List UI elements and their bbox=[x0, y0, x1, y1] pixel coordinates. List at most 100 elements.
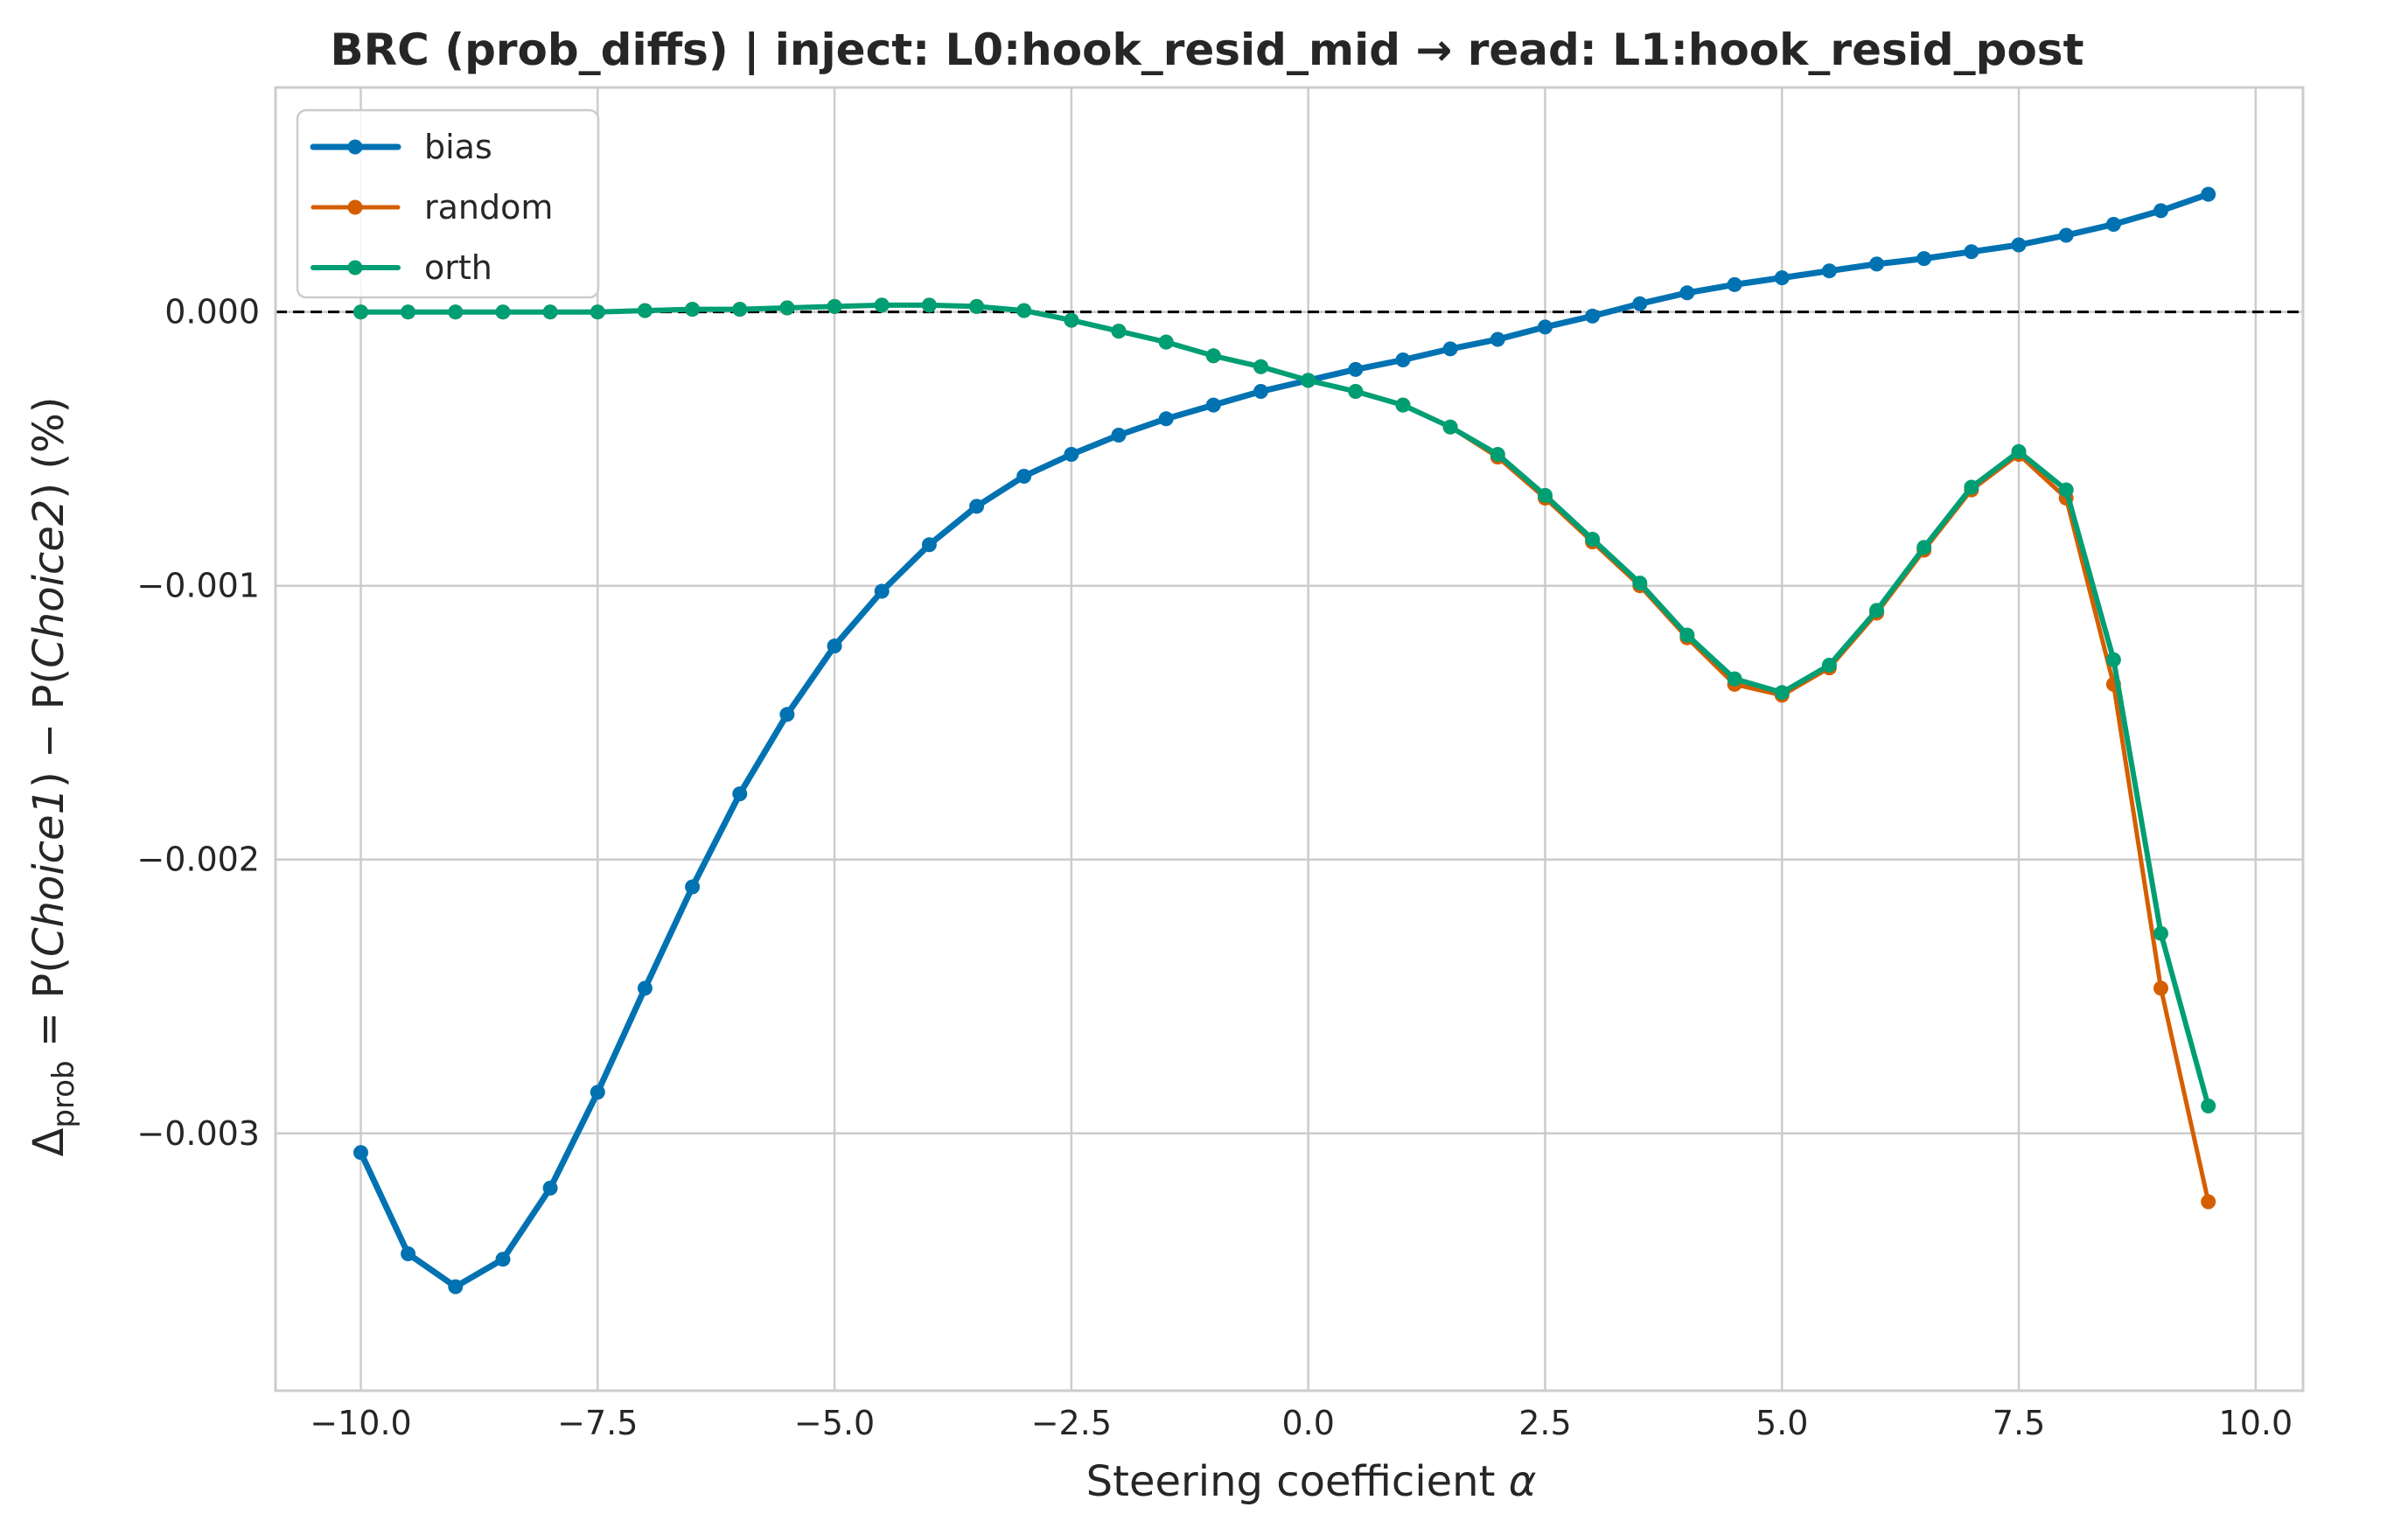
legend-label: bias bbox=[424, 128, 492, 166]
series-line-bias bbox=[358, 191, 2212, 1290]
data-point-bias bbox=[1205, 397, 1221, 413]
data-point-bias bbox=[1869, 256, 1885, 272]
data-point-orth bbox=[1585, 532, 1601, 547]
y-axis-label-subscript: prob bbox=[46, 1060, 81, 1127]
data-point-orth bbox=[1205, 348, 1221, 364]
data-point-orth bbox=[590, 304, 605, 320]
data-point-orth bbox=[448, 304, 464, 320]
data-point-bias bbox=[2011, 237, 2027, 253]
data-point-orth bbox=[353, 304, 368, 320]
data-point-bias bbox=[1727, 276, 1742, 292]
data-point-bias bbox=[1111, 428, 1127, 443]
data-point-orth bbox=[1158, 334, 1174, 350]
data-point-bias bbox=[1064, 447, 1079, 462]
y-axis-ticks: 0.000 −0.001 −0.002 −0.003 bbox=[136, 293, 260, 1153]
data-point-orth bbox=[1869, 603, 1885, 618]
data-point-orth bbox=[1253, 359, 1268, 374]
data-point-bias bbox=[637, 980, 653, 996]
data-point-bias bbox=[1348, 361, 1364, 377]
y-axis-label: Δprob = P(Choice1) − P(Choice2) (%) bbox=[24, 397, 81, 1157]
chart-title: BRC (prob_diffs) | inject: L0:hook_resid… bbox=[331, 24, 2084, 75]
data-point-orth bbox=[1490, 447, 1505, 462]
data-point-orth bbox=[1442, 419, 1458, 435]
y-axis-label-choice1: Choice1 bbox=[24, 788, 73, 957]
data-point-orth bbox=[1395, 397, 1411, 413]
data-point-bias bbox=[1490, 331, 1505, 347]
data-point-bias bbox=[1774, 270, 1790, 286]
data-point-orth bbox=[401, 304, 416, 320]
data-point-orth bbox=[1632, 576, 1648, 591]
legend-label: orth bbox=[424, 248, 492, 287]
data-point-orth bbox=[779, 300, 795, 316]
data-point-orth bbox=[637, 303, 653, 318]
series-orth bbox=[353, 297, 2216, 1113]
x-tick-label: 10.0 bbox=[2219, 1404, 2293, 1442]
data-point-bias bbox=[1632, 296, 1648, 311]
legend-swatch-marker bbox=[347, 199, 363, 215]
data-point-bias bbox=[921, 537, 937, 553]
data-point-bias bbox=[1158, 411, 1174, 427]
data-point-orth bbox=[1774, 685, 1790, 701]
data-point-orth bbox=[2153, 925, 2168, 941]
y-tick-label: 0.000 bbox=[164, 293, 260, 331]
data-point-orth bbox=[1821, 658, 1837, 673]
x-tick-label: 5.0 bbox=[1755, 1404, 1808, 1442]
x-axis-label-text: Steering coefficient bbox=[1086, 1457, 1509, 1506]
data-point-orth bbox=[2105, 652, 2121, 667]
data-point-orth bbox=[1964, 479, 1979, 495]
x-tick-label: 0.0 bbox=[1281, 1404, 1334, 1442]
data-point-orth bbox=[2201, 1099, 2216, 1113]
x-tick-label: −7.5 bbox=[557, 1404, 638, 1442]
y-tick-label: −0.001 bbox=[136, 567, 260, 605]
legend: bias random orth bbox=[296, 108, 600, 299]
legend-item-orth: orth bbox=[311, 248, 492, 287]
data-point-bias bbox=[495, 1252, 511, 1267]
y-axis-label-delta: Δ bbox=[24, 1127, 73, 1156]
x-axis-label-symbol: α bbox=[1509, 1457, 1537, 1506]
data-point-bias bbox=[2153, 203, 2168, 219]
data-point-bias bbox=[1442, 341, 1458, 357]
data-point-bias bbox=[732, 786, 748, 802]
x-axis-ticks: −10.0 −7.5 −5.0 −2.5 0.0 2.5 5.0 7.5 10.0 bbox=[310, 1404, 2293, 1442]
legend-box bbox=[296, 108, 600, 299]
legend-swatch-marker bbox=[347, 260, 363, 276]
y-axis-label-end: ) (%) bbox=[24, 397, 73, 499]
data-point-orth bbox=[685, 302, 701, 317]
data-point-orth bbox=[732, 302, 748, 317]
legend-item-bias: bias bbox=[310, 128, 492, 166]
plot-frame bbox=[274, 86, 2305, 1392]
x-tick-label: −10.0 bbox=[310, 1404, 411, 1442]
data-point-orth bbox=[1348, 384, 1364, 399]
data-point-bias bbox=[448, 1279, 464, 1294]
data-point-bias bbox=[969, 499, 985, 514]
data-point-bias bbox=[1821, 263, 1837, 279]
y-tick-label: −0.003 bbox=[136, 1114, 260, 1153]
series-lines bbox=[353, 186, 2216, 1294]
data-point-orth bbox=[969, 298, 985, 314]
data-point-random bbox=[2153, 980, 2168, 996]
data-point-orth bbox=[1679, 627, 1695, 643]
data-point-orth bbox=[1538, 487, 1553, 503]
y-axis-label-p1: = P( bbox=[24, 957, 73, 1060]
data-point-orth bbox=[827, 298, 842, 314]
legend-swatch-marker bbox=[347, 139, 363, 155]
y-axis-label-choice2: Choice2 bbox=[24, 499, 73, 668]
data-point-bias bbox=[2058, 227, 2074, 243]
data-point-bias bbox=[779, 707, 795, 722]
data-point-bias bbox=[542, 1180, 558, 1196]
data-point-bias bbox=[1395, 352, 1411, 367]
series-bias bbox=[353, 186, 2216, 1294]
x-tick-label: −5.0 bbox=[794, 1404, 875, 1442]
data-point-bias bbox=[685, 879, 701, 895]
data-point-bias bbox=[590, 1085, 605, 1100]
data-point-orth bbox=[874, 297, 890, 313]
data-point-bias bbox=[401, 1246, 416, 1261]
data-point-orth bbox=[1064, 312, 1079, 328]
data-point-bias bbox=[353, 1145, 368, 1161]
y-axis-label-mid: ) − P( bbox=[24, 668, 73, 788]
data-point-orth bbox=[1016, 303, 1032, 318]
data-point-bias bbox=[1679, 285, 1695, 301]
series-line-orth bbox=[358, 302, 2211, 1109]
data-point-orth bbox=[2011, 443, 2027, 459]
